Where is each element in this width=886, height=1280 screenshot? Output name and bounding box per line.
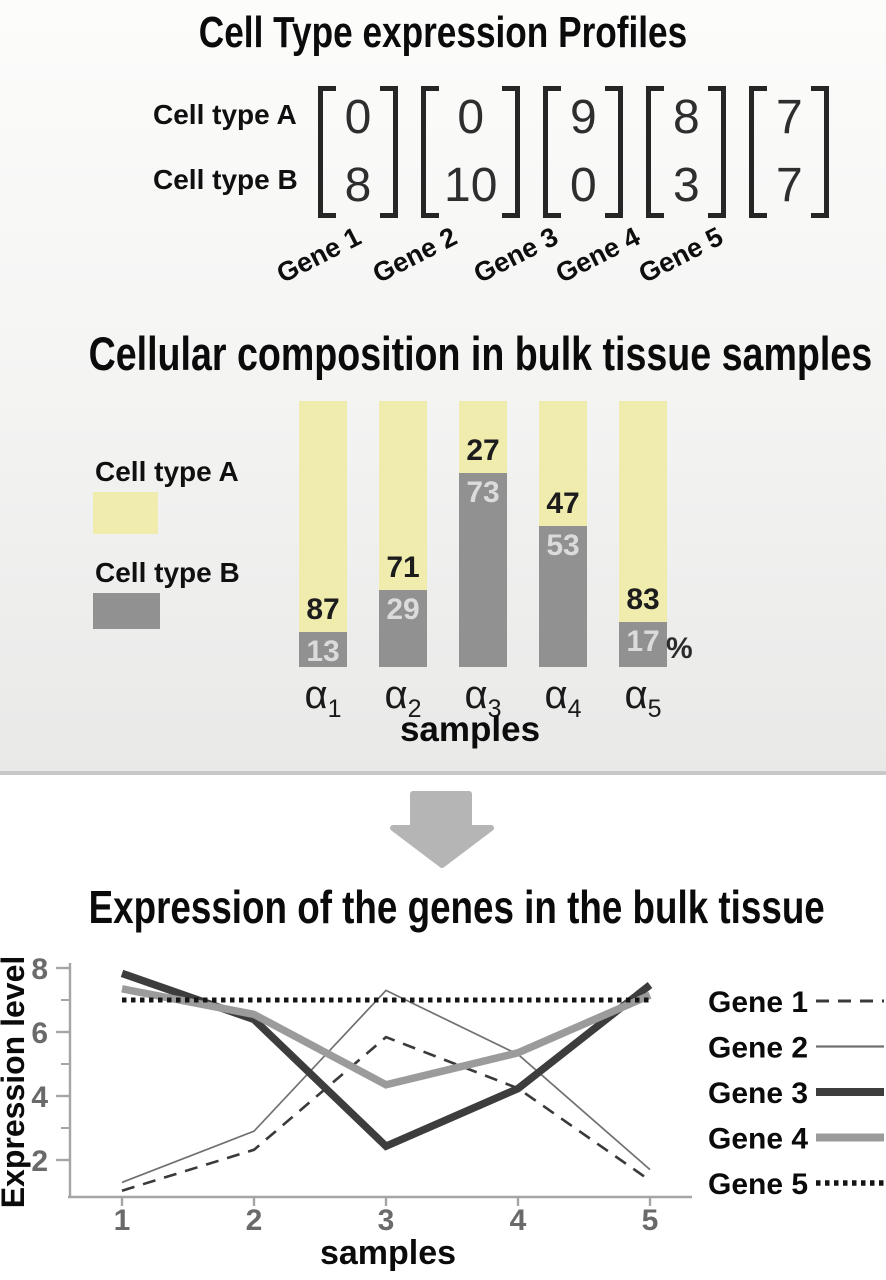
x-tick-label: 3 <box>378 1204 395 1237</box>
left-bracket <box>646 86 665 218</box>
composition-title: Cellular composition in bulk tissue samp… <box>88 327 873 380</box>
legend-label: Gene 5 <box>708 1168 808 1201</box>
left-bracket <box>421 86 439 218</box>
cell-type-b-bar-segment <box>539 526 587 667</box>
right-bracket <box>811 86 830 218</box>
x-tick-label: 4 <box>510 1204 527 1237</box>
cell-type-a-percentage: 47 <box>546 487 580 520</box>
expression-line-chart: 2 4 6 8 1 2 3 4 5 Expression level samples Gene 1 Ge… <box>0 953 884 1272</box>
cell-type-b-percentage: 29 <box>386 593 420 626</box>
legend-label: Gene 1 <box>708 986 808 1019</box>
cell-type-b-bar-segment <box>619 622 667 667</box>
y-axis-title: Expression level <box>0 956 31 1209</box>
x-axis-title: samples <box>320 1234 456 1272</box>
cell-type-a-bar-segment <box>459 401 507 473</box>
left-bracket <box>749 86 768 218</box>
matrix-values: 0 10 <box>444 91 498 212</box>
percent-unit-label: % <box>666 632 693 665</box>
series-line-1 <box>121 1035 651 1192</box>
expression-profile-matrices: 0 8 0 10 9 0 8 3 7 7 <box>318 86 830 218</box>
sample-alpha-label: α2 <box>384 673 422 723</box>
legend-label: Gene 3 <box>708 1077 808 1110</box>
top-panel-background <box>0 0 886 775</box>
cell-type-a-color-swatch <box>93 492 158 534</box>
composition-samples-label: samples <box>399 710 541 749</box>
cell-type-b-bar-segment <box>379 590 427 667</box>
y-tick-label: 2 <box>31 1145 48 1178</box>
right-bracket <box>380 86 398 218</box>
cell-type-b-percentage: 73 <box>466 476 500 509</box>
cell-type-a-percentage: 27 <box>466 434 500 467</box>
y-tick-label: 4 <box>31 1081 48 1114</box>
cell-type-a-percentage: 87 <box>306 593 340 626</box>
x-tick-label: 2 <box>246 1204 263 1237</box>
legend-cell-type-b-label: Cell type B <box>95 557 240 588</box>
cell-type-b-percentage: 13 <box>306 635 340 668</box>
expression-title: Expression of the genes in the bulk tiss… <box>88 881 825 933</box>
series-line-4 <box>121 985 652 1089</box>
cell-type-a-bar-segment <box>539 401 587 526</box>
cell-type-b-row-label: Cell type B <box>153 164 298 195</box>
cell-type-b-color-swatch <box>93 593 160 629</box>
legend-cell-type-a-label: Cell type A <box>95 456 239 487</box>
down-arrow-icon <box>390 791 494 868</box>
cell-type-b-percentage: 17 <box>626 625 660 658</box>
sample-alpha-label: α4 <box>544 673 582 723</box>
x-tick-label: 1 <box>114 1204 131 1237</box>
y-tick-label: 8 <box>31 953 48 986</box>
right-bracket <box>605 86 624 218</box>
x-tick-label: 5 <box>642 1204 659 1237</box>
left-bracket <box>318 86 336 218</box>
profiles-title: Cell Type expression Profiles <box>198 8 688 57</box>
sample-alpha-label: α1 <box>304 673 342 723</box>
legend-label: Gene 2 <box>708 1032 808 1065</box>
cell-type-b-bar-segment <box>299 632 347 667</box>
cell-type-a-percentage: 83 <box>626 583 660 616</box>
cell-type-b-percentage: 53 <box>546 529 580 562</box>
cell-type-a-bar-segment <box>619 401 667 622</box>
sample-alpha-label: α5 <box>624 673 662 723</box>
series-line-2 <box>121 989 651 1184</box>
right-bracket <box>502 86 521 218</box>
cell-type-b-bar-segment <box>459 473 507 667</box>
cell-type-a-bar-segment <box>379 401 427 590</box>
cell-type-a-row-label: Cell type A <box>153 99 297 130</box>
legend-label: Gene 4 <box>708 1123 808 1156</box>
gene-2-profile-matrix: 0 10 <box>421 86 521 218</box>
sample-alpha-label: α3 <box>464 673 502 723</box>
left-bracket <box>543 86 562 218</box>
right-bracket <box>708 86 727 218</box>
cell-type-a-bar-segment <box>299 401 347 632</box>
cell-type-a-percentage: 71 <box>386 551 420 584</box>
y-tick-label: 6 <box>31 1017 48 1050</box>
